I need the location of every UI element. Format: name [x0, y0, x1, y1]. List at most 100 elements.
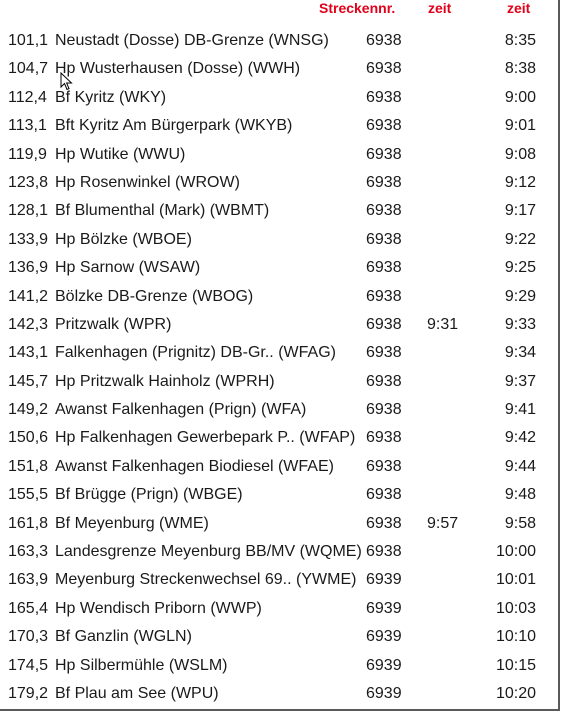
station-cell: Meyenburg Streckenwechsel 69.. (YWME) [55, 571, 357, 589]
departure-time-cell: 9:48 [504, 486, 536, 504]
km-cell: 112,4 [8, 88, 47, 106]
departure-time-cell: 10:20 [495, 684, 536, 702]
table-row[interactable]: 136,9 Hp Sarnow (WSAW) 6938 9:25 [0, 254, 558, 282]
line-number-cell: 6938 [366, 315, 402, 333]
arrival-time-cell: 9:57 [427, 514, 459, 532]
station-cell: Hp Pritzwalk Hainholz (WPRH) [55, 372, 275, 390]
table-row[interactable]: 161,8 Bf Meyenburg (WME) 6938 9:57 9:58 [0, 510, 558, 538]
departure-time-cell: 9:25 [504, 259, 536, 277]
line-number-cell: 6938 [366, 145, 402, 163]
station-cell: Falkenhagen (Prignitz) DB-Gr.. (WFAG) [55, 344, 336, 362]
km-cell: 133,9 [8, 230, 49, 248]
line-number-cell: 6938 [366, 486, 402, 504]
km-cell: 136,9 [8, 259, 49, 277]
departure-time-cell: 9:17 [504, 202, 536, 220]
table-row[interactable]: 155,5 Bf Brügge (Prign) (WBGE) 6938 9:48 [0, 481, 558, 509]
table-row[interactable]: 143,1 Falkenhagen (Prignitz) DB-Gr.. (WFA… [0, 339, 558, 367]
line-number-cell: 6938 [366, 88, 402, 106]
table-row[interactable]: 123,8 Hp Rosenwinkel (WROW) 6938 9:12 [0, 169, 558, 197]
table-row[interactable]: 133,9 Hp Bölzke (WBOE) 6938 9:22 [0, 226, 558, 254]
line-number-cell: 6938 [366, 401, 402, 419]
table-row[interactable]: 101,1 Neustadt (Dosse) DB-Grenze (WNSG) 69… [0, 27, 558, 55]
departure-time-cell: 10:01 [495, 571, 536, 589]
km-cell: 141,2 [8, 287, 49, 305]
line-number-cell: 6938 [366, 202, 402, 220]
table-row[interactable]: 128,1 Bf Blumenthal (Mark) (WBMT) 6938 9:17 [0, 197, 558, 225]
table-row[interactable]: 119,9 Hp Wutike (WWU) 6938 9:08 [0, 141, 558, 169]
departure-time-cell: 9:29 [504, 287, 536, 305]
km-cell: 161,8 [8, 514, 49, 532]
table-row[interactable]: 170,3 Bf Ganzlin (WGLN) 6939 10:10 [0, 623, 558, 651]
table-row[interactable]: 149,2 Awanst Falkenhagen (Prign) (WFA) 693… [0, 396, 558, 424]
departure-time-cell: 9:37 [504, 372, 536, 390]
table-row[interactable]: 165,4 Hp Wendisch Priborn (WWP) 6939 10:03 [0, 595, 558, 623]
km-cell: 170,3 [8, 628, 49, 646]
table-row[interactable]: 163,3 Landesgrenze Meyenburg BB/MV (WQME)… [0, 538, 558, 566]
line-number-cell: 6938 [366, 514, 402, 532]
table-row[interactable]: 104,7 Hp Wusterhausen (Dosse) (WWH) 6938 8:… [0, 55, 558, 83]
km-cell: 151,8 [8, 457, 49, 475]
station-cell: Hp Sarnow (WSAW) [55, 259, 201, 277]
table-row[interactable]: 142,3 Pritzwalk (WPR) 6938 9:31 9:33 [0, 311, 558, 339]
departure-time-cell: 10:15 [495, 656, 536, 674]
station-cell: Hp Bölzke (WBOE) [55, 230, 192, 248]
table-row[interactable]: 163,9 Meyenburg Streckenwechsel 69.. (YWM… [0, 566, 558, 594]
departure-time-cell: 8:35 [504, 32, 536, 49]
line-number-cell: 6938 [366, 287, 402, 305]
km-cell: 142,3 [8, 315, 49, 333]
line-number-cell: 6938 [366, 259, 402, 277]
km-cell: 163,9 [8, 571, 49, 589]
table-row[interactable]: 151,8 Awanst Falkenhagen Biodiesel (WFAE)… [0, 453, 558, 481]
arrival-time-cell: 9:31 [427, 315, 459, 333]
station-cell: Bf Plau am See (WPU) [55, 684, 219, 702]
station-cell: Hp Wutike (WWU) [55, 145, 186, 163]
timetable-rows: 101,1 Neustadt (Dosse) DB-Grenze (WNSG) 69… [0, 27, 558, 708]
table-row[interactable]: 179,2 Bf Plau am See (WPU) 6939 10:20 [0, 680, 558, 708]
station-cell: Bf Kyritz (WKY) [55, 88, 167, 106]
departure-time-cell: 9:58 [504, 514, 536, 532]
line-number-cell: 6938 [366, 429, 402, 447]
table-row[interactable]: 174,5 Hp Silbermühle (WSLM) 6939 10:15 [0, 652, 558, 680]
line-number-cell: 6939 [366, 571, 402, 589]
line-number-cell: 6939 [366, 684, 402, 702]
station-cell: Neustadt (Dosse) DB-Grenze (WNSG) [55, 32, 329, 49]
departure-time-cell: 9:44 [504, 457, 536, 475]
line-number-cell: 6938 [366, 372, 402, 390]
station-cell: Bf Brügge (Prign) (WBGE) [55, 486, 243, 504]
km-cell: 150,6 [8, 429, 49, 447]
station-cell: Hp Falkenhagen Gewerbepark P.. (WFAP) [55, 429, 356, 447]
departure-time-cell: 9:34 [504, 344, 536, 362]
departure-time-cell: 9:22 [504, 230, 536, 248]
km-cell: 145,7 [8, 372, 49, 390]
km-cell: 128,1 [8, 202, 49, 220]
table-row[interactable]: 112,4 Bf Kyritz (WKY) 6938 9:00 [0, 84, 558, 112]
km-cell: 163,3 [8, 543, 49, 561]
line-number-cell: 6938 [366, 32, 402, 49]
departure-time-cell: 10:00 [495, 543, 536, 561]
station-cell: Bf Ganzlin (WGLN) [55, 628, 192, 646]
departure-time-cell: 9:33 [504, 315, 536, 333]
table-header: Streckennr. zeit zeit [0, 0, 558, 18]
header-arrival-time: zeit [428, 0, 452, 16]
station-cell: Pritzwalk (WPR) [55, 315, 172, 333]
line-number-cell: 6938 [366, 344, 402, 362]
table-row[interactable]: 113,1 Bft Kyritz Am Bürgerpark (WKYB) 6938… [0, 112, 558, 140]
departure-time-cell: 9:08 [504, 145, 536, 163]
km-cell: 119,9 [8, 145, 47, 163]
station-cell: Hp Wendisch Priborn (WWP) [55, 599, 262, 617]
station-cell: Hp Wusterhausen (Dosse) (WWH) [55, 60, 301, 78]
station-cell: Awanst Falkenhagen (Prign) (WFA) [55, 401, 307, 419]
station-cell: Bf Blumenthal (Mark) (WBMT) [55, 202, 270, 220]
table-row[interactable]: 150,6 Hp Falkenhagen Gewerbepark P.. (WFA… [0, 424, 558, 452]
km-cell: 113,1 [8, 117, 47, 135]
line-number-cell: 6938 [366, 60, 402, 78]
table-row[interactable]: 145,7 Hp Pritzwalk Hainholz (WPRH) 6938 9:3… [0, 368, 558, 396]
table-row[interactable]: 141,2 Bölzke DB-Grenze (WBOG) 6938 9:29 [0, 283, 558, 311]
departure-time-cell: 10:10 [495, 628, 536, 646]
header-streckennr: Streckennr. [319, 0, 396, 16]
line-number-cell: 6939 [366, 628, 402, 646]
station-cell: Bölzke DB-Grenze (WBOG) [55, 287, 254, 305]
line-number-cell: 6938 [366, 457, 402, 475]
departure-time-cell: 9:42 [504, 429, 536, 447]
